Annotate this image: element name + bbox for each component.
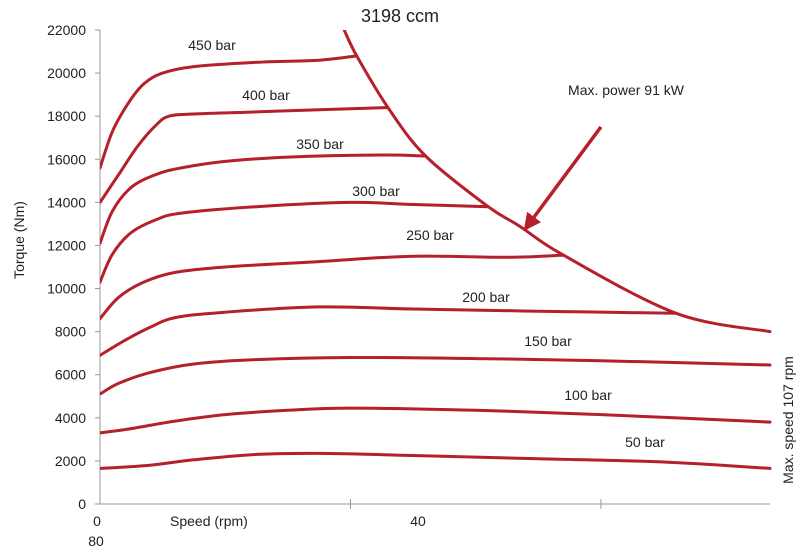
x-axis-title: Speed (rpm) (170, 513, 248, 529)
series-label: 250 bar (406, 227, 454, 243)
y-tick-label: 10000 (47, 281, 86, 297)
series-label: 400 bar (242, 87, 290, 103)
y-tick-label: 6000 (55, 367, 86, 383)
series-label: 350 bar (296, 136, 344, 152)
y-tick-label: 22000 (47, 22, 86, 38)
y-tick-label: 18000 (47, 108, 86, 124)
curve-100-bar (100, 406, 772, 435)
y-tick-label: 0 (78, 496, 86, 512)
series-label: 200 bar (462, 289, 510, 305)
y-tick-label: 2000 (55, 453, 86, 469)
max-power-label: Max. power 91 kW (568, 82, 685, 98)
max-power-arrow (523, 125, 603, 232)
y-tick-label: 8000 (55, 324, 86, 340)
curve-400-bar (100, 106, 390, 204)
curve-50-bar (100, 451, 772, 470)
series-label: 300 bar (352, 183, 400, 199)
y-tick-label: 14000 (47, 194, 86, 210)
series-label: 100 bar (564, 387, 612, 403)
y-tick-label: 12000 (47, 237, 86, 253)
curve-max-power-91-kw (342, 30, 772, 334)
curve-350-bar (100, 153, 428, 245)
series-label: 150 bar (524, 333, 572, 349)
curve-450-bar (100, 54, 359, 170)
curve-150-bar (100, 355, 772, 396)
y-tick-label: 4000 (55, 410, 86, 426)
series-label: 450 bar (188, 37, 236, 53)
x-tick-label: 80 (88, 533, 104, 549)
y-axis-title: Torque (Nm) (11, 201, 27, 279)
curve-200-bar (100, 305, 678, 357)
series-label: 50 bar (625, 434, 665, 450)
chart-title: 3198 ccm (361, 6, 439, 26)
x-tick-label: 0 (93, 513, 101, 529)
x-tick-label: 40 (410, 513, 426, 529)
y-tick-label: 20000 (47, 65, 86, 81)
curve-250-bar (100, 253, 565, 321)
max-speed-label: Max. speed 107 rpm (780, 356, 796, 484)
y-tick-label: 16000 (47, 151, 86, 167)
curve-300-bar (100, 200, 490, 284)
